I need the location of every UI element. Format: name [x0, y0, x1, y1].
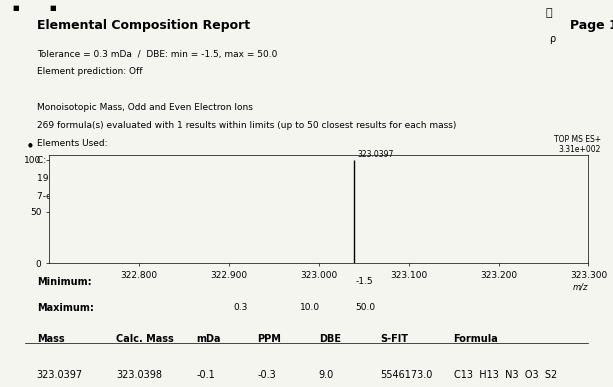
Text: 5546173.0: 5546173.0: [380, 370, 432, 380]
Text: 323.0398: 323.0398: [116, 370, 162, 380]
Text: 323.0397: 323.0397: [357, 150, 394, 159]
Text: C: 0-100   H: 0-300   N: 0-5   O: 0-5   S: 1-2: C: 0-100 H: 0-300 N: 0-5 O: 0-5 S: 1-2: [37, 156, 229, 165]
Text: 19-Apr-2011 20:57 Planiter ZJU: 19-Apr-2011 20:57 Planiter ZJU: [37, 174, 177, 183]
Text: DBE: DBE: [319, 334, 341, 344]
Text: -0.1: -0.1: [196, 370, 215, 380]
Text: m/z: m/z: [573, 283, 588, 292]
Text: 323.0397: 323.0397: [37, 370, 83, 380]
Text: PPM: PPM: [257, 334, 281, 344]
Text: 10.0: 10.0: [300, 303, 321, 312]
Text: ρ: ρ: [549, 34, 555, 44]
Text: Element prediction: Off: Element prediction: Off: [37, 67, 142, 76]
Text: S-FIT: S-FIT: [380, 334, 408, 344]
Text: Calc. Mass: Calc. Mass: [116, 334, 174, 344]
Text: Maximum:: Maximum:: [37, 303, 94, 313]
Text: ■: ■: [49, 5, 56, 11]
Text: 269 formula(s) evaluated with 1 results within limits (up to 50 closest results : 269 formula(s) evaluated with 1 results …: [37, 121, 456, 130]
Text: ●: ●: [28, 142, 32, 147]
Text: ⬜: ⬜: [546, 8, 552, 18]
Text: TOP MS ES+
3.31e+002: TOP MS ES+ 3.31e+002: [554, 135, 601, 154]
Text: 0.3: 0.3: [233, 303, 247, 312]
Text: Mass: Mass: [37, 334, 64, 344]
Text: Page 1: Page 1: [570, 19, 613, 32]
Text: Elements Used:: Elements Used:: [37, 139, 107, 147]
Text: 9.0: 9.0: [319, 370, 334, 380]
Text: 50.0: 50.0: [356, 303, 376, 312]
Text: -0.3: -0.3: [257, 370, 276, 380]
Text: Tolerance = 0.3 mDa  /  DBE: min = -1.5, max = 50.0: Tolerance = 0.3 mDa / DBE: min = -1.5, m…: [37, 50, 277, 58]
Text: -1.5: -1.5: [356, 277, 373, 286]
Text: Formula: Formula: [454, 334, 498, 344]
Text: Minimum:: Minimum:: [37, 277, 91, 287]
Text: ■: ■: [12, 5, 19, 11]
Text: mDa: mDa: [196, 334, 221, 344]
Text: Monoisotopic Mass, Odd and Even Electron Ions: Monoisotopic Mass, Odd and Even Electron…: [37, 103, 253, 112]
Text: 7-eba delta3-Isomer 797 (2.960): 7-eba delta3-Isomer 797 (2.960): [37, 192, 185, 201]
Text: C13  H13  N3  O3  S2: C13 H13 N3 O3 S2: [454, 370, 557, 380]
Text: Elemental Composition Report: Elemental Composition Report: [37, 19, 250, 32]
